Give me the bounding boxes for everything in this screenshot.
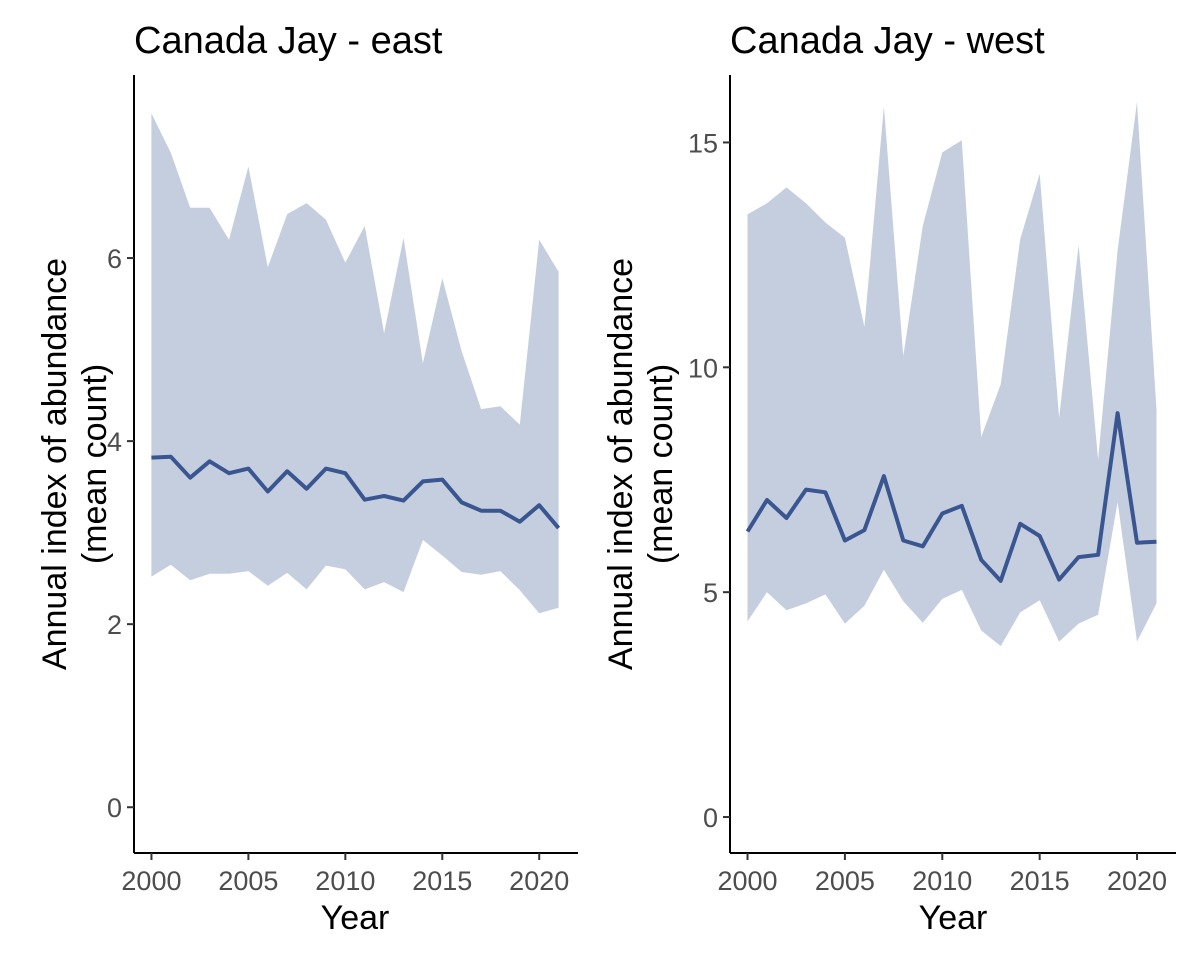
x-tick-label: 2020 (509, 866, 569, 896)
data-point (1096, 553, 1100, 557)
data-point (901, 539, 905, 543)
data-point (460, 500, 464, 504)
data-point (421, 479, 425, 483)
data-point (1135, 541, 1139, 545)
data-point (557, 526, 561, 530)
data-point (882, 474, 886, 478)
y-axis-title-line-1: Annual index of abundance (602, 258, 640, 670)
x-tick-label: 2005 (815, 866, 875, 896)
data-point (305, 487, 309, 491)
data-point (227, 471, 231, 475)
chart-title: Canada Jay - west (730, 20, 1045, 62)
data-point (940, 512, 944, 516)
data-point (804, 488, 808, 492)
data-point (843, 539, 847, 543)
y-tick-label: 15 (688, 128, 718, 158)
x-tick-label: 2015 (1010, 866, 1070, 896)
data-point (960, 504, 964, 508)
x-tick-label: 2010 (912, 866, 972, 896)
x-tick-label: 2020 (1107, 866, 1167, 896)
data-point (823, 490, 827, 494)
x-tick-label: 2010 (315, 866, 375, 896)
data-point (518, 520, 522, 524)
data-point (324, 467, 328, 471)
data-point (785, 516, 789, 520)
data-point (266, 490, 270, 494)
data-point (921, 544, 925, 548)
y-tick-label: 5 (703, 578, 718, 608)
index-line (745, 411, 1157, 583)
y-tick-label: 6 (107, 244, 122, 274)
data-point (382, 494, 386, 498)
x-tick-label: 2000 (121, 866, 181, 896)
data-point (1018, 522, 1022, 526)
data-point (285, 469, 289, 473)
x-tick-label: 2005 (218, 866, 278, 896)
data-point (862, 528, 866, 532)
data-point (1116, 411, 1120, 415)
data-point (746, 530, 750, 534)
data-point (188, 476, 192, 480)
data-point (1077, 555, 1081, 559)
data-point (979, 558, 983, 562)
index-line (151, 454, 561, 530)
plot-area: 0 2 4 6 2000 2005 2010 2015 2020 (107, 75, 578, 896)
y-axis-title-line-1: Annual index of abundance (36, 258, 74, 670)
y-axis-title-line-2: (mean count) (76, 364, 114, 564)
chart-panel-west: Canada Jay - west Annual index of abunda… (602, 20, 1176, 937)
data-point (169, 455, 173, 459)
data-point (149, 456, 153, 460)
data-point (537, 503, 541, 507)
chart-title: Canada Jay - east (134, 20, 443, 62)
data-point (479, 509, 483, 513)
data-point (363, 498, 367, 502)
data-point (402, 499, 406, 503)
x-axis-title: Year (919, 899, 988, 937)
plot-area: 0 5 10 15 2000 2005 2010 2015 2020 (688, 75, 1176, 896)
y-tick-label: 0 (107, 793, 122, 823)
data-point (999, 579, 1003, 583)
y-tick-label: 0 (703, 803, 718, 833)
y-tick-label: 4 (107, 427, 122, 457)
data-point (1038, 534, 1042, 538)
data-point (208, 459, 212, 463)
data-point (440, 478, 444, 482)
data-point (765, 498, 769, 502)
data-point (343, 471, 347, 475)
data-point (498, 509, 502, 513)
x-tick-label: 2015 (412, 866, 472, 896)
confidence-ribbon (151, 113, 559, 614)
x-tick-label: 2000 (717, 866, 777, 896)
confidence-ribbon (747, 102, 1157, 647)
y-axis-title-line-2: (mean count) (642, 364, 680, 564)
chart-panel-east: Canada Jay - east Annual index of abunda… (36, 20, 578, 937)
y-tick-label: 2 (107, 610, 122, 640)
data-point (1057, 578, 1061, 582)
x-axis-title: Year (321, 899, 390, 937)
y-tick-label: 10 (688, 353, 718, 383)
data-point (1155, 540, 1159, 544)
data-point (246, 467, 250, 471)
